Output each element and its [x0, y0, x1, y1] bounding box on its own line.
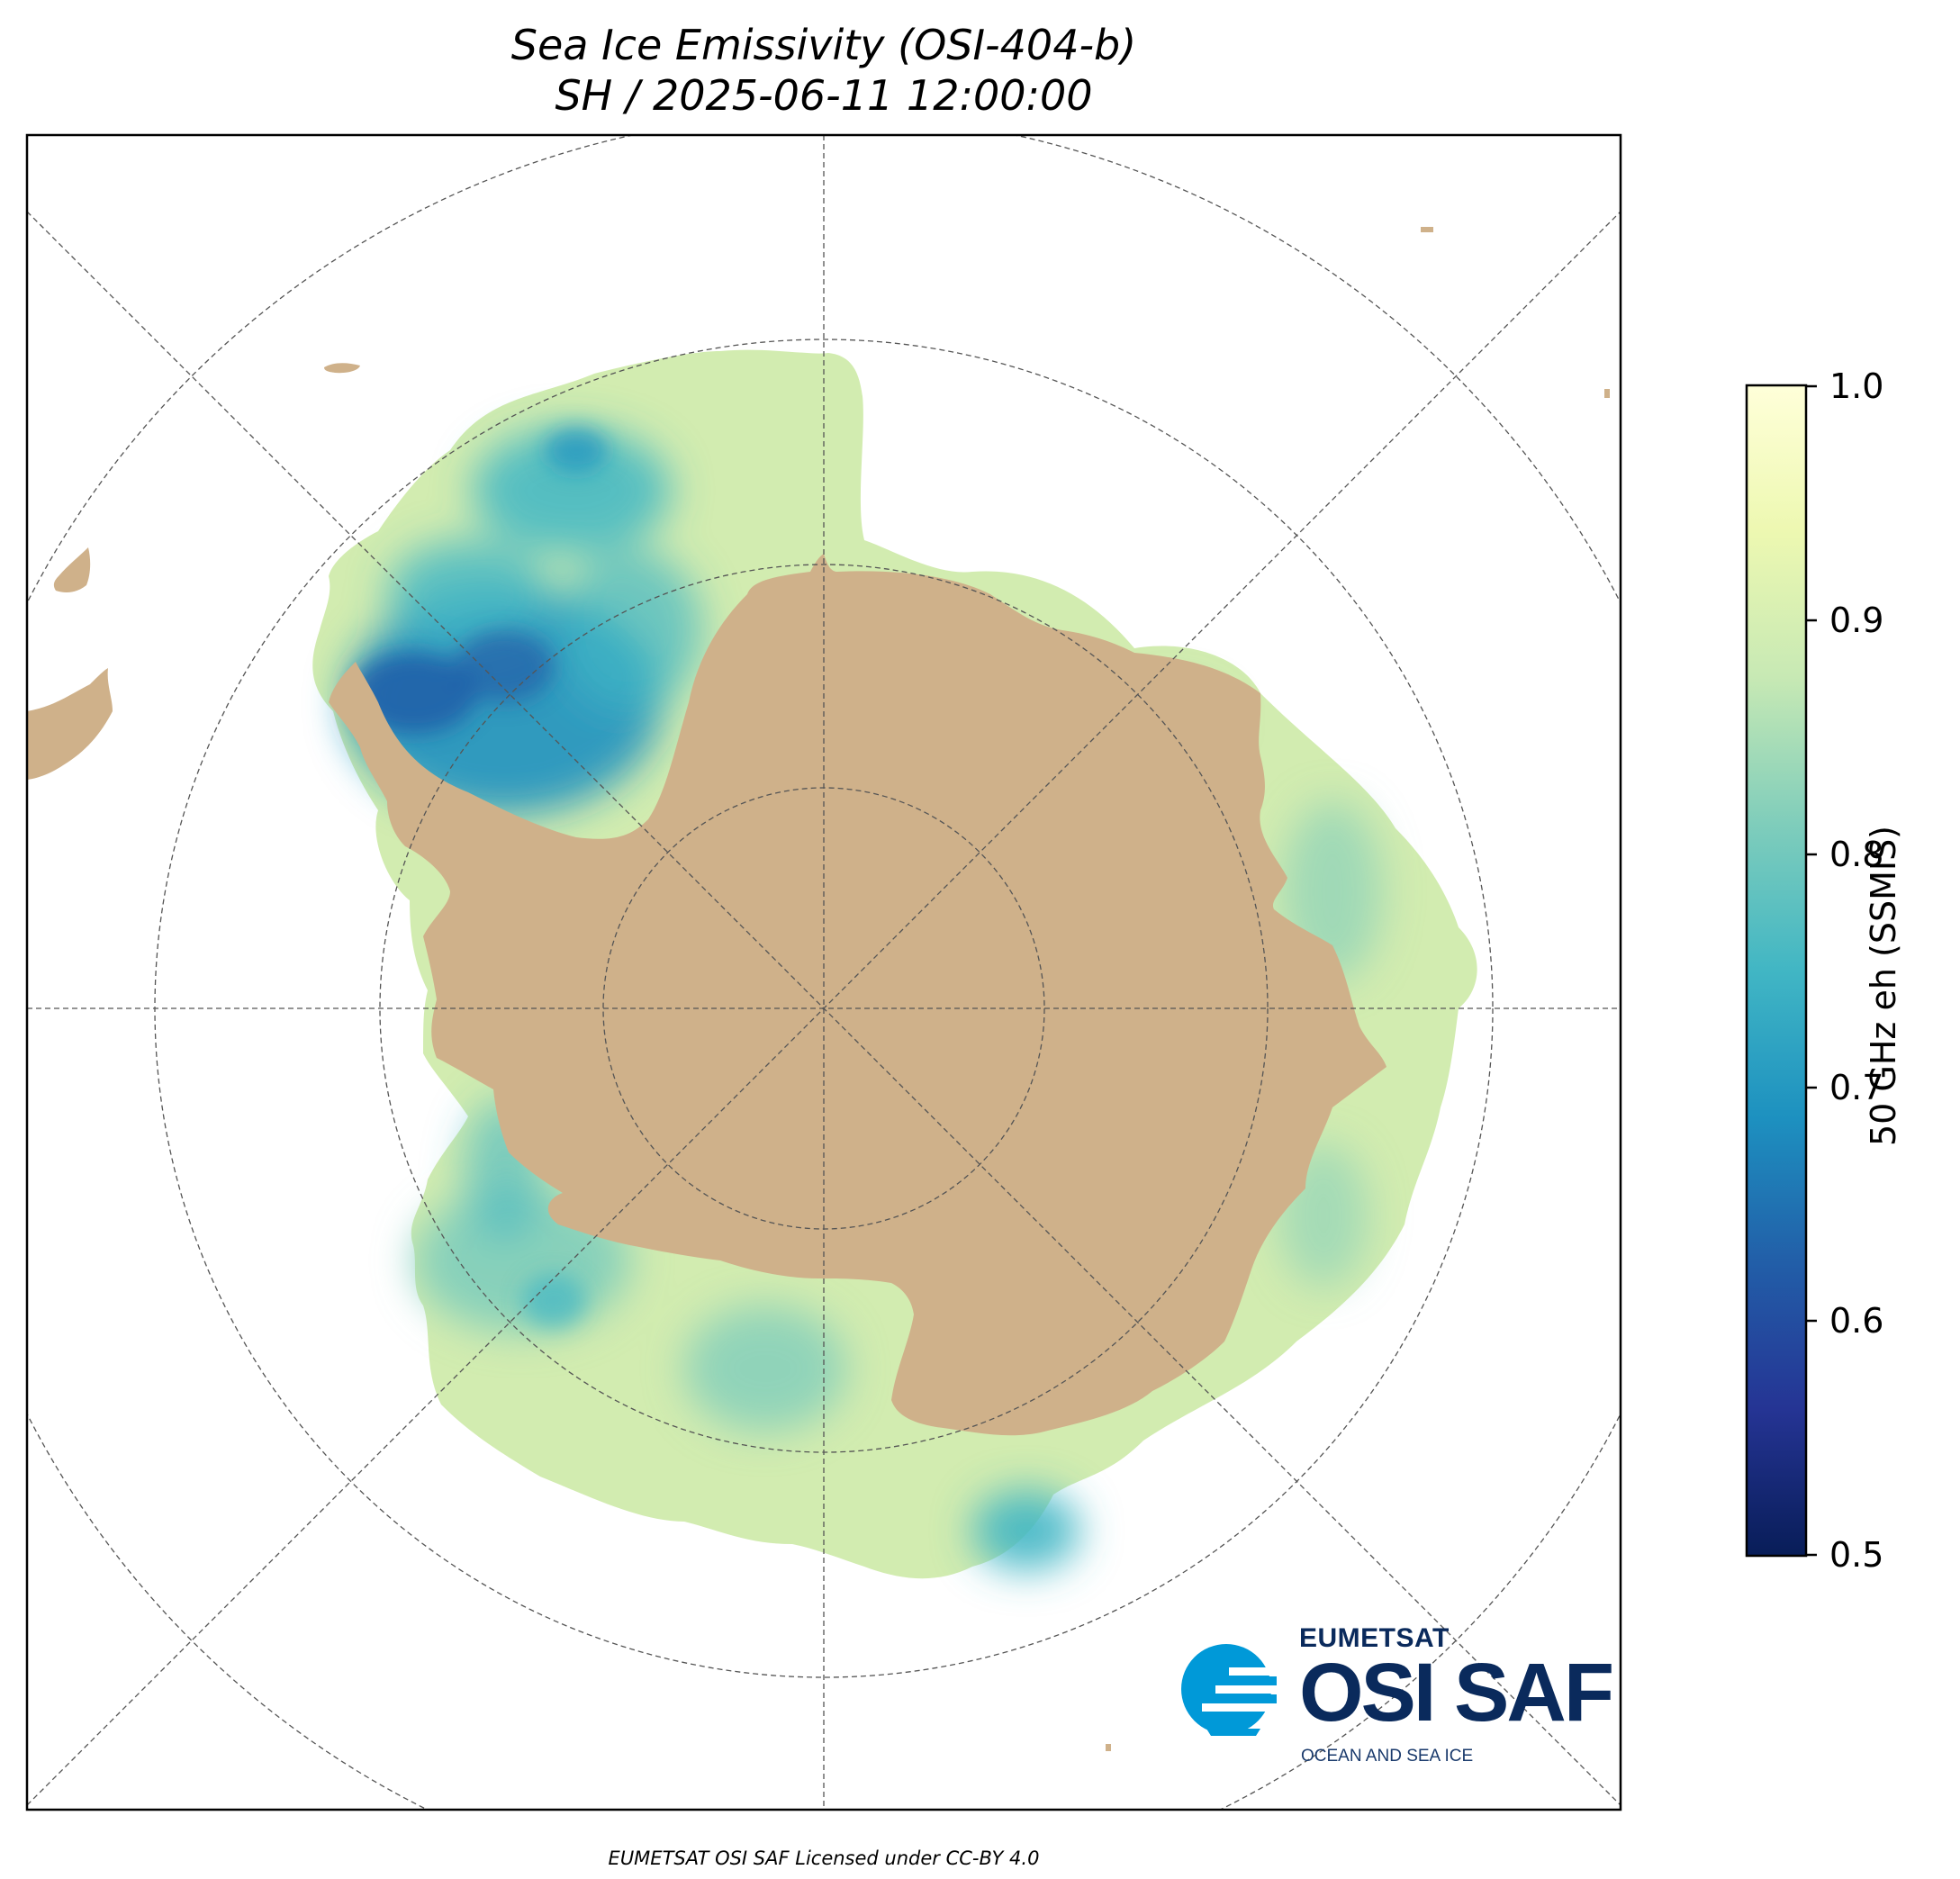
land-layer	[27, 227, 1610, 1751]
colorbar-tick-label: 0.8	[1829, 835, 1884, 874]
logo-product-text: OSI SAF	[1299, 1647, 1614, 1739]
map-frame	[25, 133, 1622, 1811]
colorbar-label: 50 GHz eh (SSMIS)	[1864, 825, 1903, 1147]
license-footer: EUMETSAT OSI SAF Licensed under CC-BY 4.…	[608, 1847, 1040, 1869]
logo-tagline: OCEAN AND SEA ICE	[1301, 1747, 1474, 1766]
osisaf-logo-mark	[1181, 1644, 1283, 1736]
colorbar-tick-label: 0.6	[1829, 1301, 1884, 1341]
chart-subtitle: SH / 2025-06-11 12:00:00	[555, 71, 1093, 120]
island-3	[324, 363, 360, 374]
colorbar-tick-label: 0.9	[1829, 601, 1884, 640]
antarctica-land	[329, 554, 1386, 1436]
chart-title: Sea Ice Emissivity (OSI-404-b)	[510, 21, 1137, 69]
colorbar-tick-label: 0.5	[1829, 1535, 1884, 1575]
island-1	[27, 668, 113, 780]
colorbar-tick-label: 0.7	[1829, 1068, 1884, 1107]
colorbar-ticks	[1806, 384, 1817, 1557]
island-6	[1106, 1744, 1111, 1751]
island-5	[1604, 389, 1610, 398]
colorbar	[1745, 384, 1808, 1558]
graticule	[27, 135, 1621, 1810]
island-2	[53, 547, 91, 592]
logo-org-text: EUMETSAT	[1299, 1623, 1450, 1653]
colorbar-tick-label: 1.0	[1829, 366, 1884, 406]
island-4	[1421, 227, 1433, 232]
